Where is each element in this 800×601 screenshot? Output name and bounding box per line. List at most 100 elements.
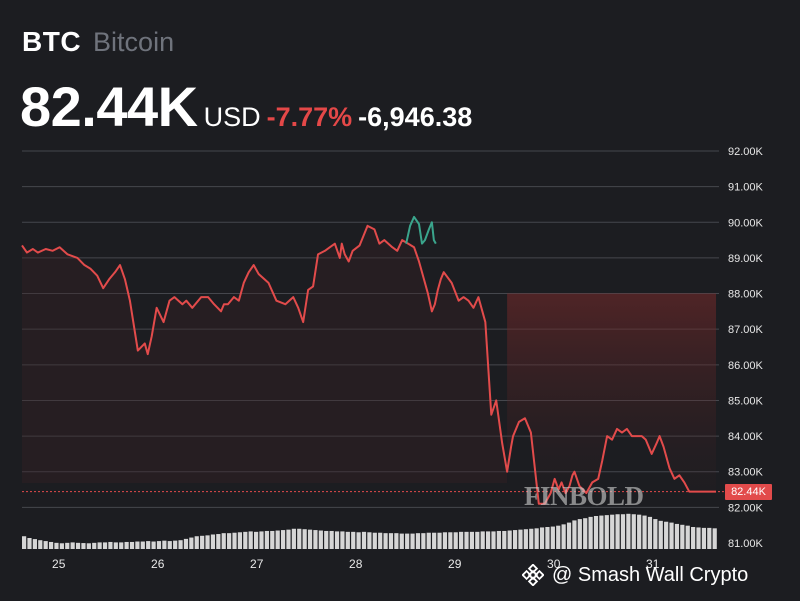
volume-bar <box>124 541 129 549</box>
volume-bar <box>680 524 685 549</box>
volume-bar <box>227 533 232 549</box>
volume-bar <box>351 531 356 549</box>
volume-bar <box>70 542 75 549</box>
volume-bar <box>162 540 167 549</box>
volume-bar <box>54 542 59 549</box>
volume-bar <box>119 542 124 549</box>
volume-bar <box>437 532 442 549</box>
volume-bar <box>426 532 431 549</box>
volume-bar <box>221 533 226 549</box>
volume-bar <box>232 532 237 549</box>
volume-bar <box>194 536 199 549</box>
volume-bar <box>59 543 64 549</box>
y-tick-label: 85.00K <box>728 395 764 407</box>
volume-bar <box>86 543 91 549</box>
volume-bar <box>480 531 485 549</box>
volume-bar <box>372 532 377 549</box>
volume-bar <box>448 532 453 549</box>
volume-bar <box>189 537 194 549</box>
volume-bar <box>566 522 572 549</box>
x-tick-label: 25 <box>52 557 66 571</box>
volume-bar <box>92 542 97 549</box>
volume-bar <box>210 534 216 549</box>
finbold-watermark: FINBOLD <box>524 481 644 511</box>
volume-bar <box>108 541 113 549</box>
volume-bar <box>167 541 172 549</box>
volume-bar <box>65 542 70 549</box>
volume-bar <box>102 542 108 549</box>
volume-bar <box>469 531 475 549</box>
ticker-symbol: BTC <box>22 26 82 57</box>
volume-bar <box>383 533 388 549</box>
volume-bar <box>615 514 620 549</box>
volume-bar <box>394 533 399 549</box>
volume-bar <box>459 531 464 549</box>
volume-bar <box>518 529 523 549</box>
y-tick-label: 83.00K <box>728 467 764 479</box>
volume-bar <box>302 529 307 549</box>
x-tick-label: 30 <box>547 557 561 571</box>
y-tick-label: 92.00K <box>728 146 764 158</box>
volume-bar <box>151 541 156 549</box>
x-tick-label: 29 <box>448 557 462 571</box>
volume-bar <box>507 530 512 549</box>
volume-bar <box>329 530 334 549</box>
volume-bar <box>307 529 313 549</box>
price-area <box>22 225 717 504</box>
price-currency: USD <box>203 102 261 132</box>
volume-bar <box>43 541 48 549</box>
y-tick-label: 88.00K <box>728 289 764 301</box>
volume-bar <box>604 515 609 549</box>
volume-bar <box>502 530 507 549</box>
volume-bar <box>550 526 555 549</box>
decline-area <box>507 293 717 504</box>
volume-bar <box>97 542 102 549</box>
volume-bar <box>340 531 345 549</box>
last-price-label: 82.44K <box>725 484 772 500</box>
volume-bar <box>475 531 480 549</box>
asset-name: Bitcoin <box>93 27 175 57</box>
volume-bar <box>248 531 253 549</box>
volume-bar <box>432 532 437 549</box>
volume-bar <box>291 528 296 549</box>
volume-bar <box>48 541 54 549</box>
volume-bar <box>286 529 291 549</box>
volume-bar <box>140 541 145 549</box>
volume-bar <box>388 533 394 549</box>
volume-bar <box>356 532 361 549</box>
volume-bar <box>523 529 528 549</box>
volume-bar <box>259 531 264 549</box>
volume-bar <box>264 530 269 549</box>
y-tick-label: 91.00K <box>728 182 764 194</box>
volume-bar <box>361 531 367 549</box>
price-summary: 82.44K USD -7.77% -6,946.38 <box>20 74 472 138</box>
volume-bar <box>275 530 280 549</box>
volume-bar <box>577 519 582 549</box>
volume-bar <box>135 541 140 549</box>
volume-bar <box>318 530 323 549</box>
volume-bar <box>415 533 421 549</box>
asset-header: BTC Bitcoin <box>22 26 174 62</box>
volume-bar <box>669 522 674 549</box>
volume-bar <box>270 530 275 549</box>
early-area <box>22 225 508 483</box>
y-tick-label: 86.00K <box>728 360 764 372</box>
volume-bar <box>183 538 189 549</box>
volume-bar <box>599 515 604 549</box>
volume-bar <box>200 535 205 549</box>
volume-bar <box>539 527 545 549</box>
volume-bar <box>178 540 183 549</box>
volume-bar <box>556 525 561 549</box>
volume-bar <box>129 541 135 549</box>
x-tick-label: 27 <box>250 557 264 571</box>
volume-bar <box>583 518 588 549</box>
change-percent: -7.77% <box>266 102 353 132</box>
y-axis: 81.00K 82.00K 83.00K 84.00K 85.00K 86.00K 87.0… <box>728 146 764 550</box>
volume-bar <box>626 513 631 549</box>
volume-bar <box>685 525 690 549</box>
volume-bar <box>324 530 329 549</box>
volume-bar <box>529 528 534 549</box>
volume-bar <box>588 516 593 549</box>
